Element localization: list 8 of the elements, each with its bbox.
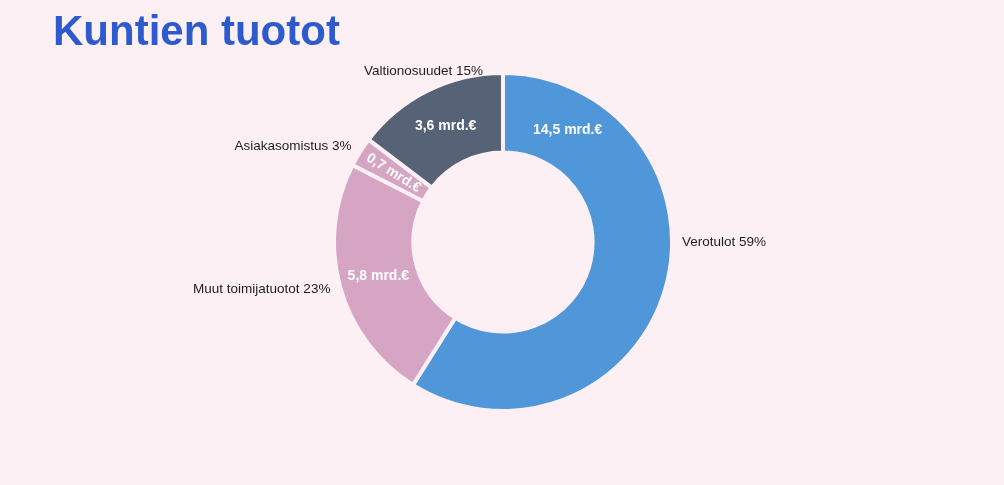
- slice-label: Valtionosuudet 15%: [364, 62, 484, 78]
- data-label: 14,5 mrd.€: [533, 120, 603, 137]
- slice-label: Muut toimijatuotot 23%: [193, 281, 331, 297]
- slice-label: Asiakasomistus 3%: [234, 138, 352, 154]
- slice-label: Verotulot 59%: [682, 233, 767, 249]
- data-label: 3,6 mrd.€: [414, 117, 477, 133]
- data-label: 5,8 mrd.€: [347, 267, 410, 284]
- chart-title: Kuntien tuotot: [53, 7, 340, 54]
